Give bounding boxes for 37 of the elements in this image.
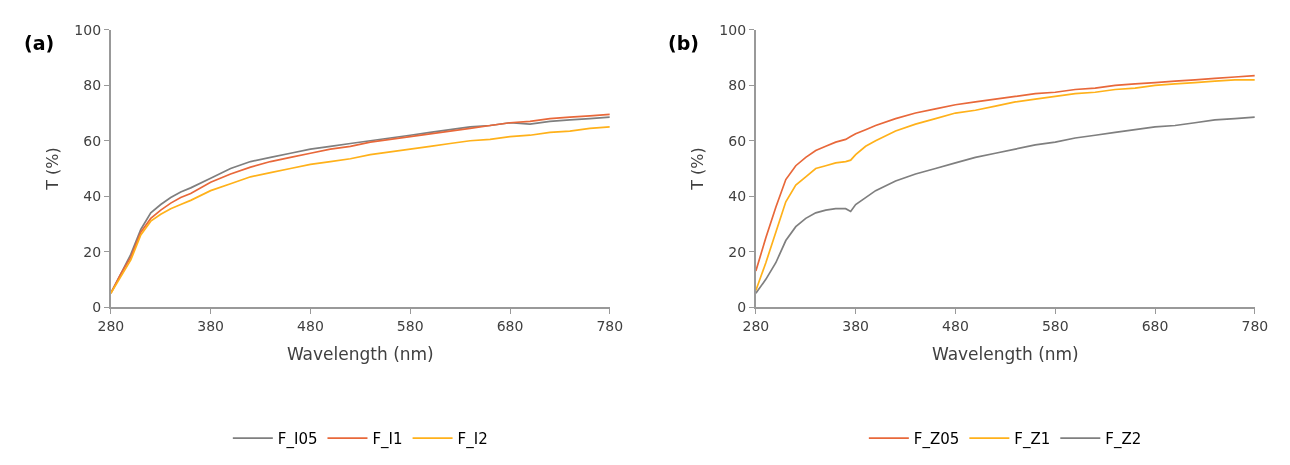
chart-title: (b): [668, 32, 699, 54]
y-tick-label: 100: [74, 21, 102, 38]
x-tick-label: 780: [1241, 317, 1269, 334]
x-tick-label: 580: [396, 317, 424, 334]
x-tick-label: 280: [742, 317, 770, 334]
y-tick-label: 0: [92, 298, 102, 315]
x-tick-label: 680: [496, 317, 524, 334]
legend-label: F_Z1: [1014, 430, 1051, 450]
legend-label: F_I1: [372, 430, 403, 450]
chart-title: (a): [24, 32, 55, 54]
line-series: [755, 116, 1255, 295]
y-tick-label: 80: [728, 77, 747, 94]
x-tick-label: 380: [842, 317, 870, 334]
y-tick-label: 0: [737, 298, 747, 315]
y-tick-label: 100: [719, 21, 747, 38]
y-tick-label: 60: [83, 132, 102, 149]
x-tick-label: 480: [297, 317, 324, 334]
y-axis-title: T (%): [687, 147, 707, 191]
y-tick-label: 20: [83, 243, 102, 260]
y-axis-title: T (%): [42, 147, 62, 191]
y-tick-label: 20: [728, 243, 747, 260]
y-tick-label: 80: [83, 77, 102, 94]
y-tick-label: 40: [83, 188, 102, 205]
x-axis-title: Wavelength (nm): [286, 343, 434, 364]
x-tick-label: 680: [1141, 317, 1169, 334]
y-tick-label: 60: [728, 132, 747, 149]
legend-label: F_Z05: [913, 430, 960, 450]
x-tick-label: 580: [1041, 317, 1069, 334]
x-tick-label: 380: [197, 317, 225, 334]
y-tick-label: 40: [728, 188, 747, 205]
x-axis-title: Wavelength (nm): [931, 343, 1079, 364]
x-tick-label: 280: [97, 317, 125, 334]
x-tick-label: 780: [596, 317, 624, 334]
legend-label: F_I05: [277, 430, 318, 450]
x-tick-label: 480: [942, 317, 969, 334]
legend-label: F_Z2: [1105, 430, 1142, 450]
legend-label: F_I2: [457, 430, 488, 450]
